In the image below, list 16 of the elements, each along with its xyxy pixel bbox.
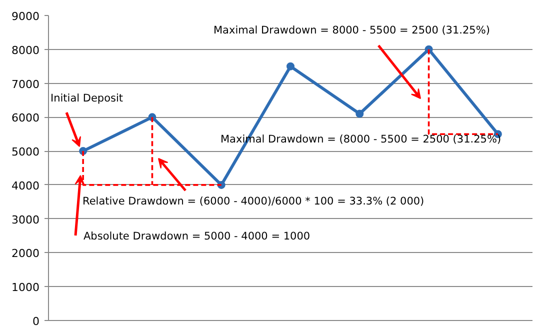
point	[286, 62, 294, 70]
y-tick-label: 2000	[12, 247, 40, 260]
annotation: Absolute Drawdown = 5000 - 4000 = 1000	[84, 230, 310, 242]
y-tick-label: 9000	[12, 10, 40, 23]
y-tick-label: 3000	[12, 213, 40, 226]
point	[356, 110, 364, 118]
y-tick-label: 7000	[12, 78, 40, 91]
y-tick-label: 8000	[12, 44, 40, 57]
annotation: Initial Deposit	[50, 92, 124, 104]
y-tick-label: 6000	[12, 112, 40, 125]
y-tick-label: 1000	[12, 281, 40, 294]
annotation: Maximal Drawdown = 8000 - 5500 = 2500 (31.25%)	[214, 24, 490, 36]
y-tick-label: 5000	[12, 146, 40, 159]
y-tick-label: 0	[32, 315, 40, 328]
annotation: Relative Drawdown = (6000 - 4000)/6000 * 100 = 33.3% (2 000)	[82, 196, 424, 208]
y-tick-label: 4000	[12, 179, 40, 192]
